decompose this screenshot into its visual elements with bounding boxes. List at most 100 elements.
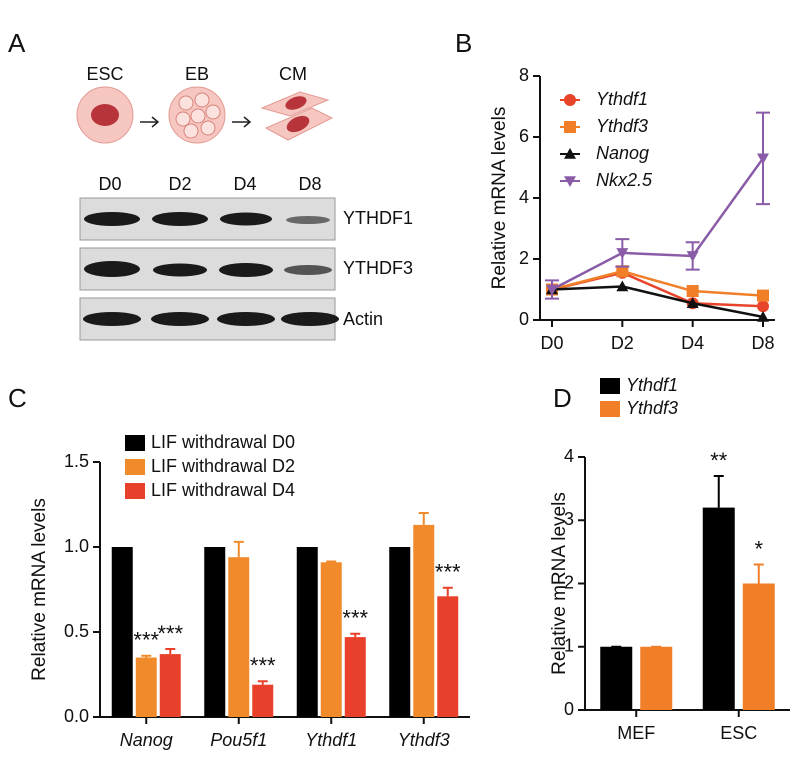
x-tick-label: Ythdf1: [305, 730, 357, 750]
y-tick-label: 2: [519, 248, 529, 268]
legend-label: Ythdf3: [626, 398, 678, 418]
legend-label: LIF withdrawal D4: [151, 480, 295, 500]
legend-label: LIF withdrawal D0: [151, 432, 295, 452]
marker: [757, 289, 769, 302]
x-tick-label: D8: [751, 333, 774, 353]
marker: [686, 251, 699, 262]
legend-label: Ythdf3: [596, 116, 648, 136]
marker: [616, 265, 629, 278]
legend-label: LIF withdrawal D2: [151, 456, 295, 476]
y-tick-label: 8: [519, 65, 529, 85]
bar: [228, 557, 250, 717]
error-bar: [713, 474, 724, 508]
significance: **: [710, 448, 728, 473]
x-tick-label: D0: [540, 333, 563, 353]
legend-swatch: [600, 378, 620, 394]
bar: [111, 547, 133, 717]
stage-label: EB: [185, 64, 209, 84]
bar: [320, 562, 342, 717]
marker: [616, 280, 629, 292]
legend-swatch: [600, 401, 620, 417]
arrow: [140, 116, 160, 128]
x-tick-label: ESC: [720, 723, 757, 743]
bar: [135, 657, 157, 717]
panel-label: C: [8, 383, 27, 413]
x-tick-label: D4: [681, 333, 704, 353]
y-tick-label: 4: [564, 446, 574, 466]
bar: [344, 637, 366, 717]
error-bar: [753, 563, 764, 584]
lane-label: D0: [98, 174, 121, 194]
bar: [640, 646, 673, 710]
legend-swatch: [125, 483, 145, 499]
bar: [159, 654, 181, 717]
bar: [204, 547, 226, 717]
panel-label: A: [8, 28, 26, 58]
significance: ***: [435, 560, 461, 585]
error-bar: [442, 586, 453, 597]
x-tick-label: MEF: [617, 723, 655, 743]
error-bar: [326, 560, 337, 563]
y-tick-label: 6: [519, 126, 529, 146]
legend-marker: [564, 176, 576, 187]
y-tick-label: 4: [519, 187, 529, 207]
bar: [437, 596, 459, 717]
bar: [742, 583, 775, 710]
stage-label: ESC: [86, 64, 123, 84]
legend-label: Ythdf1: [596, 89, 648, 109]
significance: ***: [157, 621, 183, 646]
cm-cells: [260, 91, 334, 141]
lane-label: D2: [168, 174, 191, 194]
y-axis-label: Relative mRNA levels: [549, 492, 570, 675]
marker: [546, 284, 558, 296]
legend-marker: [564, 121, 576, 133]
error-bar: [350, 632, 361, 638]
error-bar: [165, 648, 176, 655]
bar: [296, 547, 318, 717]
blot-label: YTHDF3: [343, 258, 413, 278]
line: [551, 269, 764, 297]
error-bar: [233, 540, 244, 558]
y-tick-label: 1: [564, 636, 574, 656]
y-tick-label: 0.0: [64, 706, 89, 726]
blot-label: Actin: [343, 309, 383, 329]
line: [551, 285, 764, 319]
y-tick-label: 0: [519, 309, 529, 329]
schematic: ESC EB CM: [76, 64, 334, 144]
marker: [757, 310, 769, 322]
marker: [757, 153, 769, 165]
bar: [252, 684, 274, 717]
y-tick-label: 1.5: [64, 451, 89, 471]
bands: [83, 212, 339, 326]
marker: [686, 297, 699, 309]
eb-subcells: [175, 92, 221, 139]
panel-label: D: [553, 383, 572, 413]
marker: [757, 300, 769, 313]
x-tick-label: D2: [611, 333, 634, 353]
arrow: [232, 116, 252, 128]
legend-label: Nanog: [596, 143, 649, 163]
legend-swatch: [125, 459, 145, 475]
y-tick-label: 0.5: [64, 621, 89, 641]
line: [551, 157, 765, 291]
significance: ***: [250, 653, 276, 678]
significance: ***: [342, 606, 368, 631]
y-tick-label: 1.0: [64, 536, 89, 556]
marker: [616, 248, 629, 259]
legend-marker: [564, 94, 576, 106]
y-axis-label: Relative mRNA levels: [29, 498, 50, 681]
lane-label: D4: [233, 174, 256, 194]
lane-label: D8: [298, 174, 321, 194]
nucleus: [91, 104, 119, 126]
legend-marker: [564, 148, 576, 159]
bar: [702, 507, 735, 710]
y-axis-label: Relative mRNA levels: [489, 107, 510, 290]
legend-swatch: [125, 435, 145, 451]
bar: [413, 524, 435, 717]
x-tick-label: Nanog: [120, 730, 173, 750]
y-tick-label: 2: [564, 572, 574, 592]
line: [551, 271, 764, 308]
panel-label: B: [455, 28, 472, 58]
error-bar: [141, 654, 152, 658]
